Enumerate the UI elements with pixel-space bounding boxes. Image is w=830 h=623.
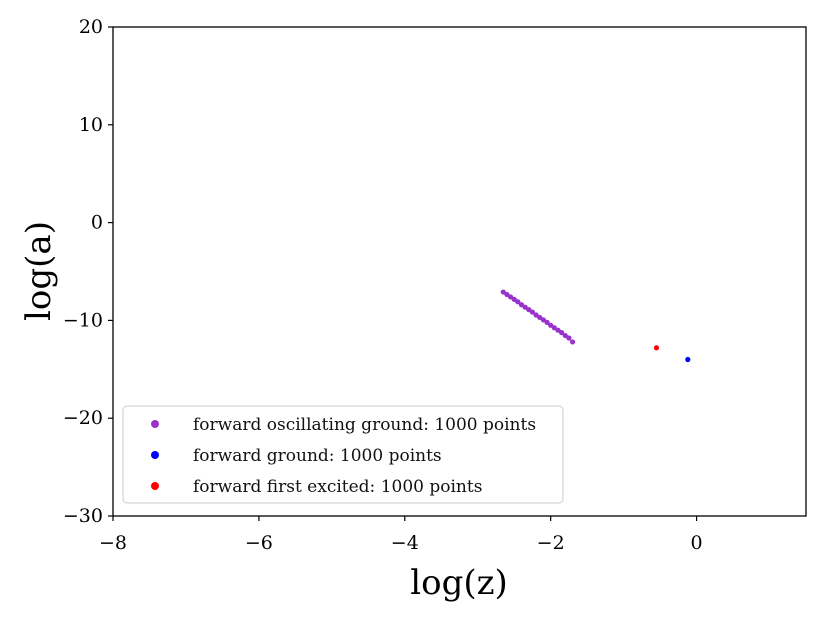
y-axis-label: log(a): [19, 221, 59, 321]
y-tick-label: −30: [63, 505, 103, 527]
x-axis-ticks: −8 −6 −4 −2 0: [99, 516, 703, 554]
data-point: [559, 330, 565, 336]
data-point: [551, 325, 557, 331]
legend: forward oscillating ground: 1000 points f…: [122, 405, 564, 504]
legend-entry-label: forward ground: 1000 points: [193, 446, 442, 466]
data-point: [544, 319, 550, 325]
x-tick-label: −4: [391, 532, 419, 554]
legend-entry-label: forward first excited: 1000 points: [193, 477, 482, 497]
x-tick-label: −6: [245, 532, 273, 554]
data-point: [504, 291, 510, 298]
plot-area-border: [112, 26, 807, 517]
data-point: [500, 289, 506, 295]
y-tick-label: 0: [91, 212, 103, 234]
data-point: [566, 335, 572, 341]
data-point: [526, 307, 532, 313]
data-point: [518, 302, 525, 308]
x-tick-label: 0: [691, 532, 703, 554]
y-tick-label: 10: [79, 114, 103, 136]
data-point: [555, 327, 561, 333]
y-axis-ticks: −30 −20 −10 0 10 20: [63, 16, 113, 527]
data-point: [507, 294, 514, 300]
y-tick-label: −20: [63, 407, 103, 429]
data-point: [653, 345, 660, 351]
data-point: [533, 312, 539, 318]
y-tick-label: −10: [63, 309, 103, 331]
data-point: [537, 314, 543, 321]
legend-marker: [151, 420, 159, 428]
data-points: [500, 289, 691, 363]
legend-marker: [151, 482, 159, 490]
data-point: [511, 296, 517, 302]
x-tick-label: −2: [537, 532, 565, 554]
legend-marker: [151, 451, 159, 459]
data-point: [540, 317, 546, 323]
series-1-points: [685, 356, 691, 363]
legend-box: [122, 405, 564, 504]
legend-items: forward oscillating ground: 1000 points f…: [151, 415, 536, 497]
x-axis-label: log(z): [410, 563, 508, 603]
data-point: [529, 309, 536, 315]
data-point: [548, 322, 554, 328]
data-point: [569, 339, 576, 345]
data-point: [562, 332, 568, 339]
y-tick-label: 20: [79, 16, 103, 38]
series-0-points: [500, 289, 576, 345]
data-point: [685, 356, 691, 363]
series-2-points: [653, 345, 660, 351]
legend-entry-label: forward oscillating ground: 1000 points: [193, 415, 536, 435]
data-point: [515, 299, 521, 305]
data-point: [522, 304, 528, 310]
x-tick-label: −8: [99, 532, 127, 554]
